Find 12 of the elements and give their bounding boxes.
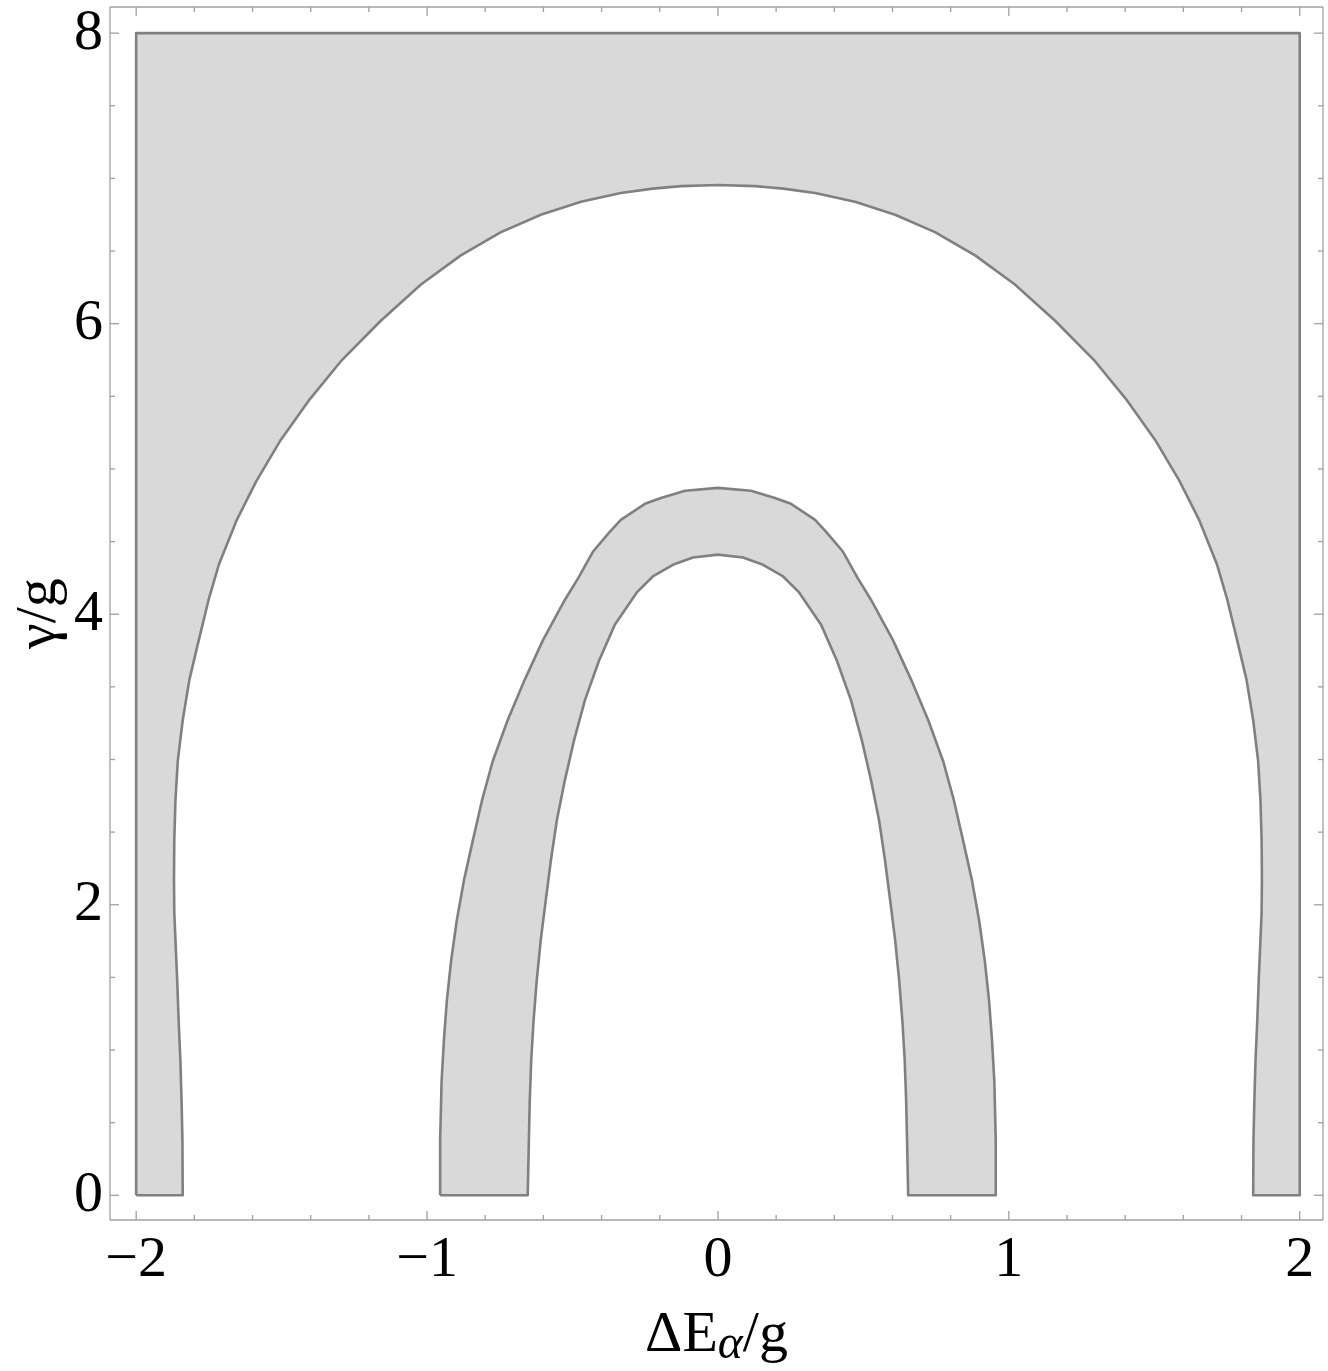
x-tick-label: −2 bbox=[105, 1224, 168, 1289]
y-axis-title: γ/g bbox=[3, 578, 68, 650]
x-tick-label: −1 bbox=[396, 1224, 458, 1289]
x-axis-title: ΔE$_{α}$/g bbox=[645, 1299, 788, 1369]
y-tick-label: 6 bbox=[74, 287, 103, 353]
y-tick-label: 4 bbox=[74, 577, 103, 643]
x-tick-label: 1 bbox=[994, 1224, 1024, 1289]
y-tick-label: 0 bbox=[74, 1158, 103, 1224]
y-tick-label: 8 bbox=[74, 0, 103, 62]
y-tick-label: 2 bbox=[74, 868, 103, 934]
x-tick-label: 2 bbox=[1285, 1224, 1315, 1289]
x-tick-label: 0 bbox=[703, 1224, 733, 1289]
